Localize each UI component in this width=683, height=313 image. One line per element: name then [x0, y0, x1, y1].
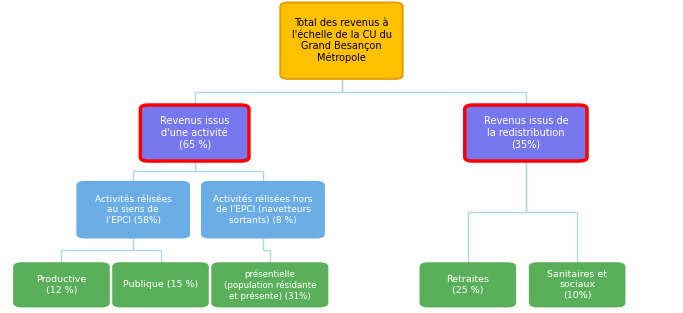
FancyBboxPatch shape [77, 182, 189, 238]
FancyBboxPatch shape [212, 263, 328, 307]
FancyBboxPatch shape [113, 263, 208, 307]
Text: Activités rélisées
au siens de
l'EPCI (58%): Activités rélisées au siens de l'EPCI (5… [95, 195, 171, 225]
Text: Revenus issus
d'une activité
(65 %): Revenus issus d'une activité (65 %) [160, 116, 229, 150]
FancyBboxPatch shape [464, 105, 587, 161]
Text: Productive
(12 %): Productive (12 %) [36, 275, 87, 295]
Text: Total des revenus à
l'échelle de la CU du
Grand Besançon
Métropole: Total des revenus à l'échelle de la CU d… [292, 18, 391, 64]
FancyBboxPatch shape [14, 263, 109, 307]
Text: Publique (15 %): Publique (15 %) [123, 280, 198, 289]
FancyBboxPatch shape [530, 263, 624, 307]
Text: présentielle
(population résidante
et présente) (31%): présentielle (population résidante et pr… [223, 269, 316, 300]
Text: Sanitaires et
sociaux
(10%): Sanitaires et sociaux (10%) [547, 270, 607, 300]
Text: Retraites
(25 %): Retraites (25 %) [447, 275, 489, 295]
FancyBboxPatch shape [202, 182, 324, 238]
Text: Activités rélisées hors
de l'EPCI (navetteurs
sortants) (8 %): Activités rélisées hors de l'EPCI (navet… [213, 195, 313, 225]
FancyBboxPatch shape [141, 105, 249, 161]
FancyBboxPatch shape [421, 263, 516, 307]
FancyBboxPatch shape [280, 3, 402, 79]
Text: Revenus issus de
la redistribution
(35%): Revenus issus de la redistribution (35%) [484, 116, 568, 150]
